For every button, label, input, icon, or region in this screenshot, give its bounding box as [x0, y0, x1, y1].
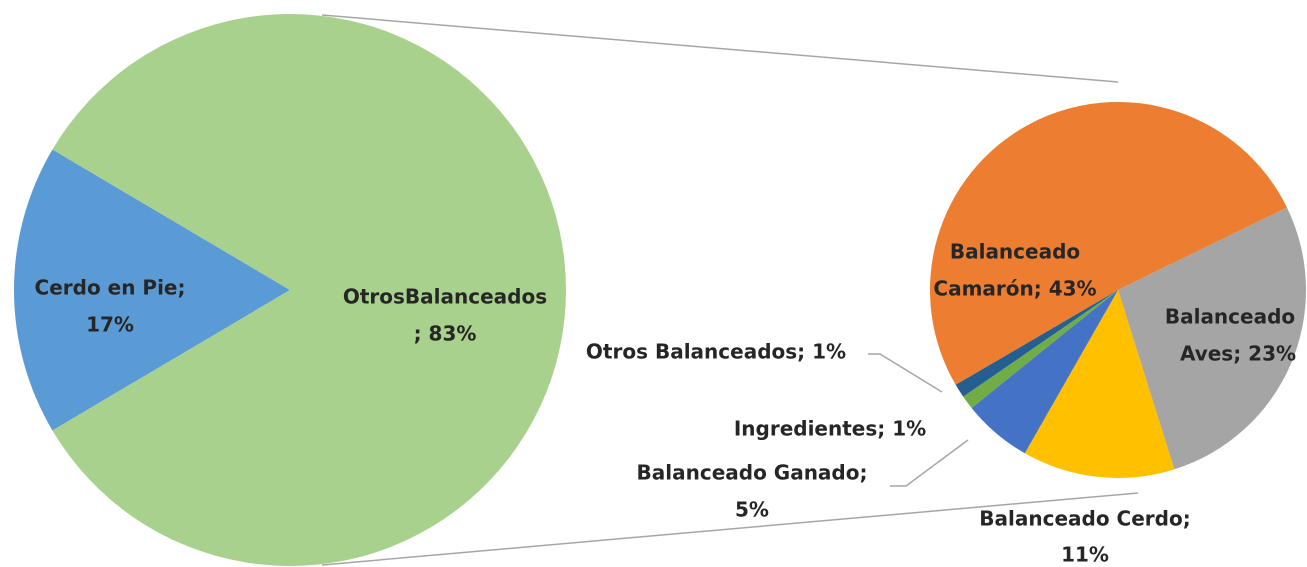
pie-slice — [963, 290, 1118, 408]
pie-slice — [14, 149, 291, 431]
pie-slice — [1024, 290, 1175, 478]
data-label: OtrosBalanceados — [343, 285, 547, 309]
pie-slice — [52, 14, 566, 566]
data-label: ; 83% — [414, 322, 477, 346]
connector-line — [321, 14, 1119, 83]
data-label: Balanceado Ganado; — [637, 461, 868, 485]
data-label: Balanceado — [950, 240, 1080, 264]
leader-line — [868, 353, 943, 393]
data-label: 5% — [735, 498, 769, 522]
data-label: Aves; 23% — [1180, 342, 1296, 366]
data-label: Ingredientes; 1% — [734, 417, 926, 441]
data-label: Balanceado Cerdo; — [979, 507, 1190, 531]
data-label: Cerdo en Pie; — [35, 276, 186, 300]
data-label: 11% — [1061, 543, 1109, 567]
pie-slice — [971, 290, 1118, 454]
pie-slice — [955, 290, 1118, 397]
data-label: Balanceado — [1165, 305, 1295, 329]
leader-line — [890, 439, 969, 487]
data-label: Otros Balanceados; 1% — [586, 340, 846, 364]
data-label: Camarón; 43% — [933, 277, 1096, 301]
connector-line — [321, 492, 1139, 566]
pie-slice — [929, 101, 1287, 385]
data-label: 17% — [86, 313, 134, 337]
pie-slice — [1118, 207, 1306, 470]
